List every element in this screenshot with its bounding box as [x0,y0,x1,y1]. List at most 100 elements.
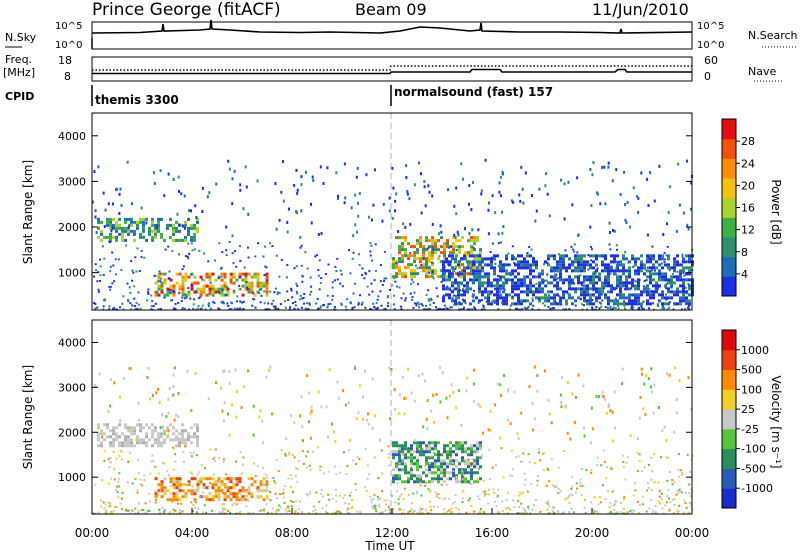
echo-cell [159,169,162,173]
echo-cell [258,292,261,295]
echo-cell [221,409,224,413]
echo-cell [254,474,257,477]
echo-cell [422,480,425,484]
echo-cell [517,296,520,300]
echo-cell [591,427,594,431]
echo-cell [604,278,607,282]
echo-cell [461,474,464,478]
echo-cell [120,203,123,207]
echo-cell [100,432,103,436]
echo-cell [461,245,464,249]
echo-cell [546,273,549,276]
echo-cell [517,437,520,441]
echo-cell [568,287,571,291]
echo-cell [453,294,456,297]
echo-cell [130,223,133,227]
echo-cell [111,437,114,441]
echo-cell [499,260,502,264]
echo-cell [236,307,239,310]
echo-cell [340,302,343,305]
echo-cell [546,467,549,470]
echo-cell [318,288,321,291]
echo-cell [193,223,196,227]
echo-cell [458,275,461,279]
echo-cell [645,279,648,282]
echo-cell [422,269,425,273]
echo-cell [457,389,460,393]
echo-cell [434,251,437,255]
echo-cell [161,506,164,509]
echo-cell [624,251,627,254]
echo-cell [415,304,418,307]
echo-cell [642,308,645,311]
echo-cell [496,278,499,282]
echo-cell [443,304,446,307]
echo-cell [232,275,236,279]
echo-cell [564,249,567,252]
echo-cell [532,260,535,264]
echo-cell [678,504,681,507]
echo-cell [180,502,183,505]
echo-cell [626,456,629,459]
echo-cell [128,223,131,227]
echo-cell [634,272,637,276]
echo-cell [507,263,510,266]
echo-cell [556,293,559,297]
velocity-ytick-label: 4000 [58,336,86,349]
echo-cell [443,257,446,261]
echo-cell [431,456,434,460]
echo-cell [608,230,611,234]
echo-cell [448,275,451,279]
echo-cell [649,290,652,294]
echo-cell [507,506,510,509]
echo-cell [159,425,162,429]
echo-cell [466,376,469,380]
echo-cell [587,268,590,271]
echo-cell [631,302,634,305]
echo-cell [509,271,512,274]
echo-cell [262,510,265,513]
echo-cell [554,301,557,304]
echo-cell [352,234,355,238]
echo-cell [445,396,448,400]
echo-cell [550,302,553,306]
echo-cell [650,498,653,501]
echo-cell [109,217,112,221]
echo-cell [127,229,130,233]
echo-cell [610,254,613,258]
echo-cell [622,302,625,306]
echo-cell [142,508,145,511]
echo-cell [244,489,248,493]
echo-cell [510,274,513,277]
freq-trace [92,68,692,75]
echo-cell [309,202,312,206]
echo-cell [688,501,691,504]
echo-cell [431,236,434,240]
echo-cell [560,269,563,272]
echo-cell [402,222,405,226]
echo-cell [463,254,466,258]
echo-cell [392,508,395,511]
echo-cell [490,266,493,270]
echo-cell [412,281,415,284]
echo-cell [547,254,550,258]
colorbar-tick-label: 4 [741,268,748,281]
echo-cell [598,296,601,300]
echo-cell [637,278,640,282]
echo-cell [628,287,631,291]
echo-cell [649,266,652,270]
echo-cell [127,444,130,448]
echo-cell [571,287,574,291]
echo-cell [584,512,587,515]
echo-cell [386,296,389,299]
echo-cell [535,296,538,300]
echo-cell [546,192,549,196]
echo-cell [157,278,161,282]
echo-cell [175,413,178,417]
echo-cell [409,292,412,295]
echo-cell [668,497,671,500]
echo-cell [653,480,656,483]
echo-cell [491,300,494,303]
echo-cell [533,504,536,507]
echo-cell [364,486,367,489]
